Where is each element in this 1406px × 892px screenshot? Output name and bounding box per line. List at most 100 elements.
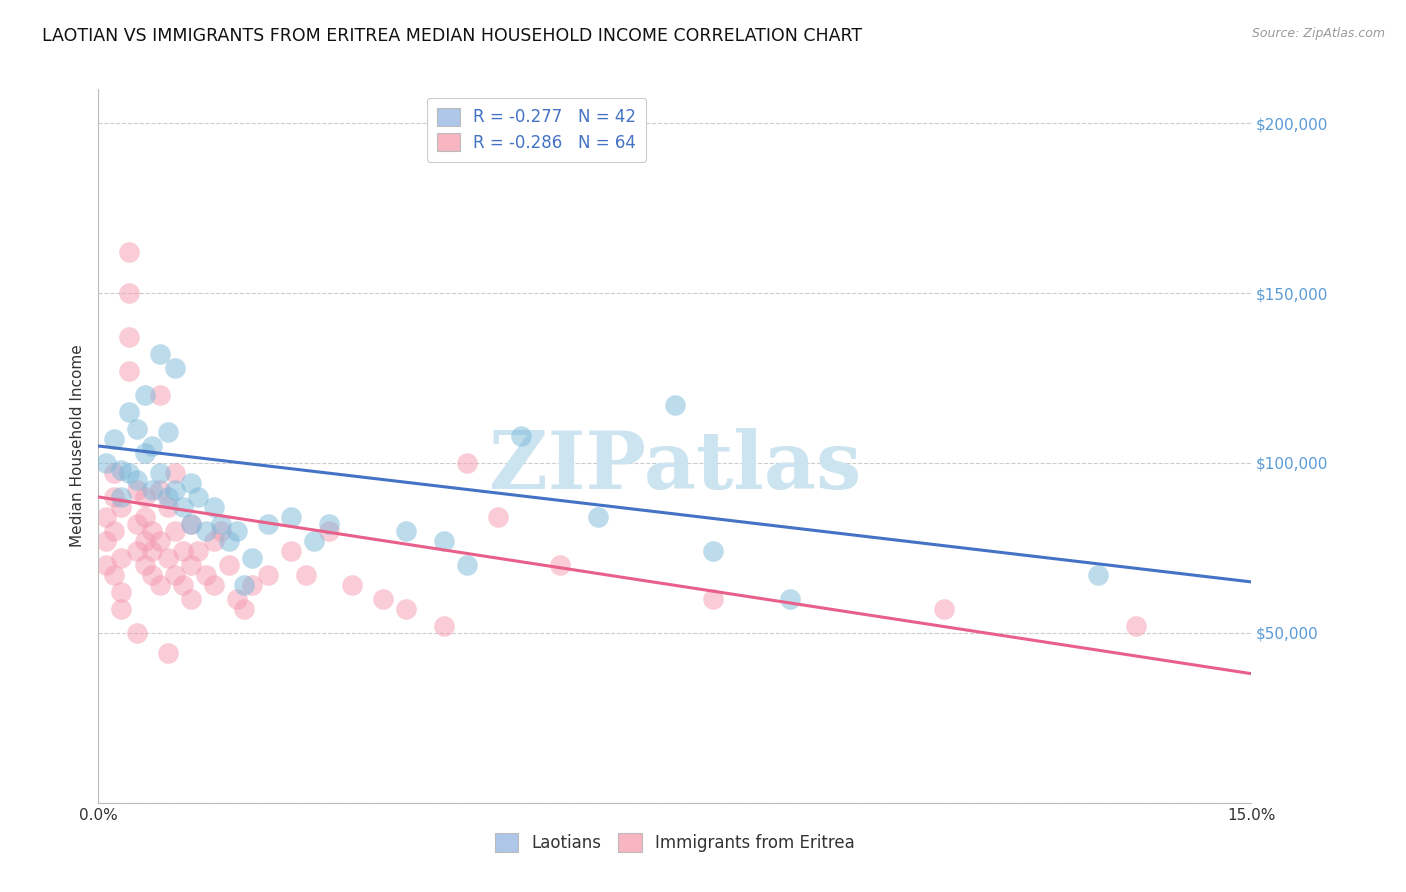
Point <box>180 476 202 491</box>
Point <box>202 534 225 549</box>
Point <box>233 578 256 592</box>
Point <box>371 591 394 606</box>
Point <box>125 626 148 640</box>
Point <box>256 517 278 532</box>
Point <box>486 510 509 524</box>
Point <box>125 483 148 498</box>
Point <box>110 585 132 599</box>
Point <box>149 347 172 361</box>
Point <box>180 517 202 532</box>
Point <box>280 544 302 558</box>
Point <box>141 524 163 538</box>
Point <box>225 591 247 606</box>
Point <box>103 568 125 582</box>
Point <box>94 558 117 572</box>
Point <box>256 568 278 582</box>
Point <box>240 578 263 592</box>
Point <box>134 388 156 402</box>
Point <box>340 578 363 592</box>
Point <box>134 558 156 572</box>
Point <box>103 466 125 480</box>
Point <box>156 551 179 566</box>
Point <box>125 473 148 487</box>
Point <box>218 534 240 549</box>
Point <box>125 422 148 436</box>
Point <box>149 466 172 480</box>
Point <box>165 483 187 498</box>
Point <box>932 602 955 616</box>
Point <box>149 483 172 498</box>
Point <box>318 517 340 532</box>
Point <box>280 510 302 524</box>
Point <box>141 483 163 498</box>
Point <box>134 510 156 524</box>
Point <box>110 602 132 616</box>
Point <box>156 646 179 660</box>
Point <box>110 551 132 566</box>
Point <box>134 490 156 504</box>
Point <box>156 500 179 515</box>
Point <box>165 466 187 480</box>
Point <box>702 544 724 558</box>
Point <box>172 500 194 515</box>
Point <box>118 405 141 419</box>
Point <box>395 602 418 616</box>
Point <box>209 524 232 538</box>
Point <box>94 456 117 470</box>
Legend: Laotians, Immigrants from Eritrea: Laotians, Immigrants from Eritrea <box>488 827 862 859</box>
Point <box>209 517 232 532</box>
Point <box>510 429 533 443</box>
Point <box>156 425 179 440</box>
Point <box>172 544 194 558</box>
Point <box>118 245 141 260</box>
Point <box>664 398 686 412</box>
Point <box>110 490 132 504</box>
Point <box>218 558 240 572</box>
Point <box>156 490 179 504</box>
Text: Source: ZipAtlas.com: Source: ZipAtlas.com <box>1251 27 1385 40</box>
Point <box>195 568 218 582</box>
Point <box>165 524 187 538</box>
Text: LAOTIAN VS IMMIGRANTS FROM ERITREA MEDIAN HOUSEHOLD INCOME CORRELATION CHART: LAOTIAN VS IMMIGRANTS FROM ERITREA MEDIA… <box>42 27 862 45</box>
Point <box>118 330 141 344</box>
Point <box>118 286 141 301</box>
Point <box>202 578 225 592</box>
Point <box>118 466 141 480</box>
Point <box>141 568 163 582</box>
Point <box>110 500 132 515</box>
Point <box>548 558 571 572</box>
Point <box>165 568 187 582</box>
Point <box>395 524 418 538</box>
Point <box>180 558 202 572</box>
Point <box>180 517 202 532</box>
Point <box>240 551 263 566</box>
Text: ZIPatlas: ZIPatlas <box>489 428 860 507</box>
Point <box>103 490 125 504</box>
Point <box>141 544 163 558</box>
Point <box>202 500 225 515</box>
Point <box>456 456 478 470</box>
Point <box>187 490 209 504</box>
Point <box>225 524 247 538</box>
Point <box>779 591 801 606</box>
Point <box>433 619 456 633</box>
Point <box>165 360 187 375</box>
Point <box>180 591 202 606</box>
Point <box>103 524 125 538</box>
Point <box>110 463 132 477</box>
Point <box>141 439 163 453</box>
Point <box>295 568 318 582</box>
Point <box>302 534 325 549</box>
Point <box>125 517 148 532</box>
Point <box>149 534 172 549</box>
Point <box>195 524 218 538</box>
Point <box>149 578 172 592</box>
Point <box>318 524 340 538</box>
Point <box>134 534 156 549</box>
Point <box>94 534 117 549</box>
Point <box>149 388 172 402</box>
Point <box>702 591 724 606</box>
Point <box>134 446 156 460</box>
Point <box>94 510 117 524</box>
Point <box>118 364 141 378</box>
